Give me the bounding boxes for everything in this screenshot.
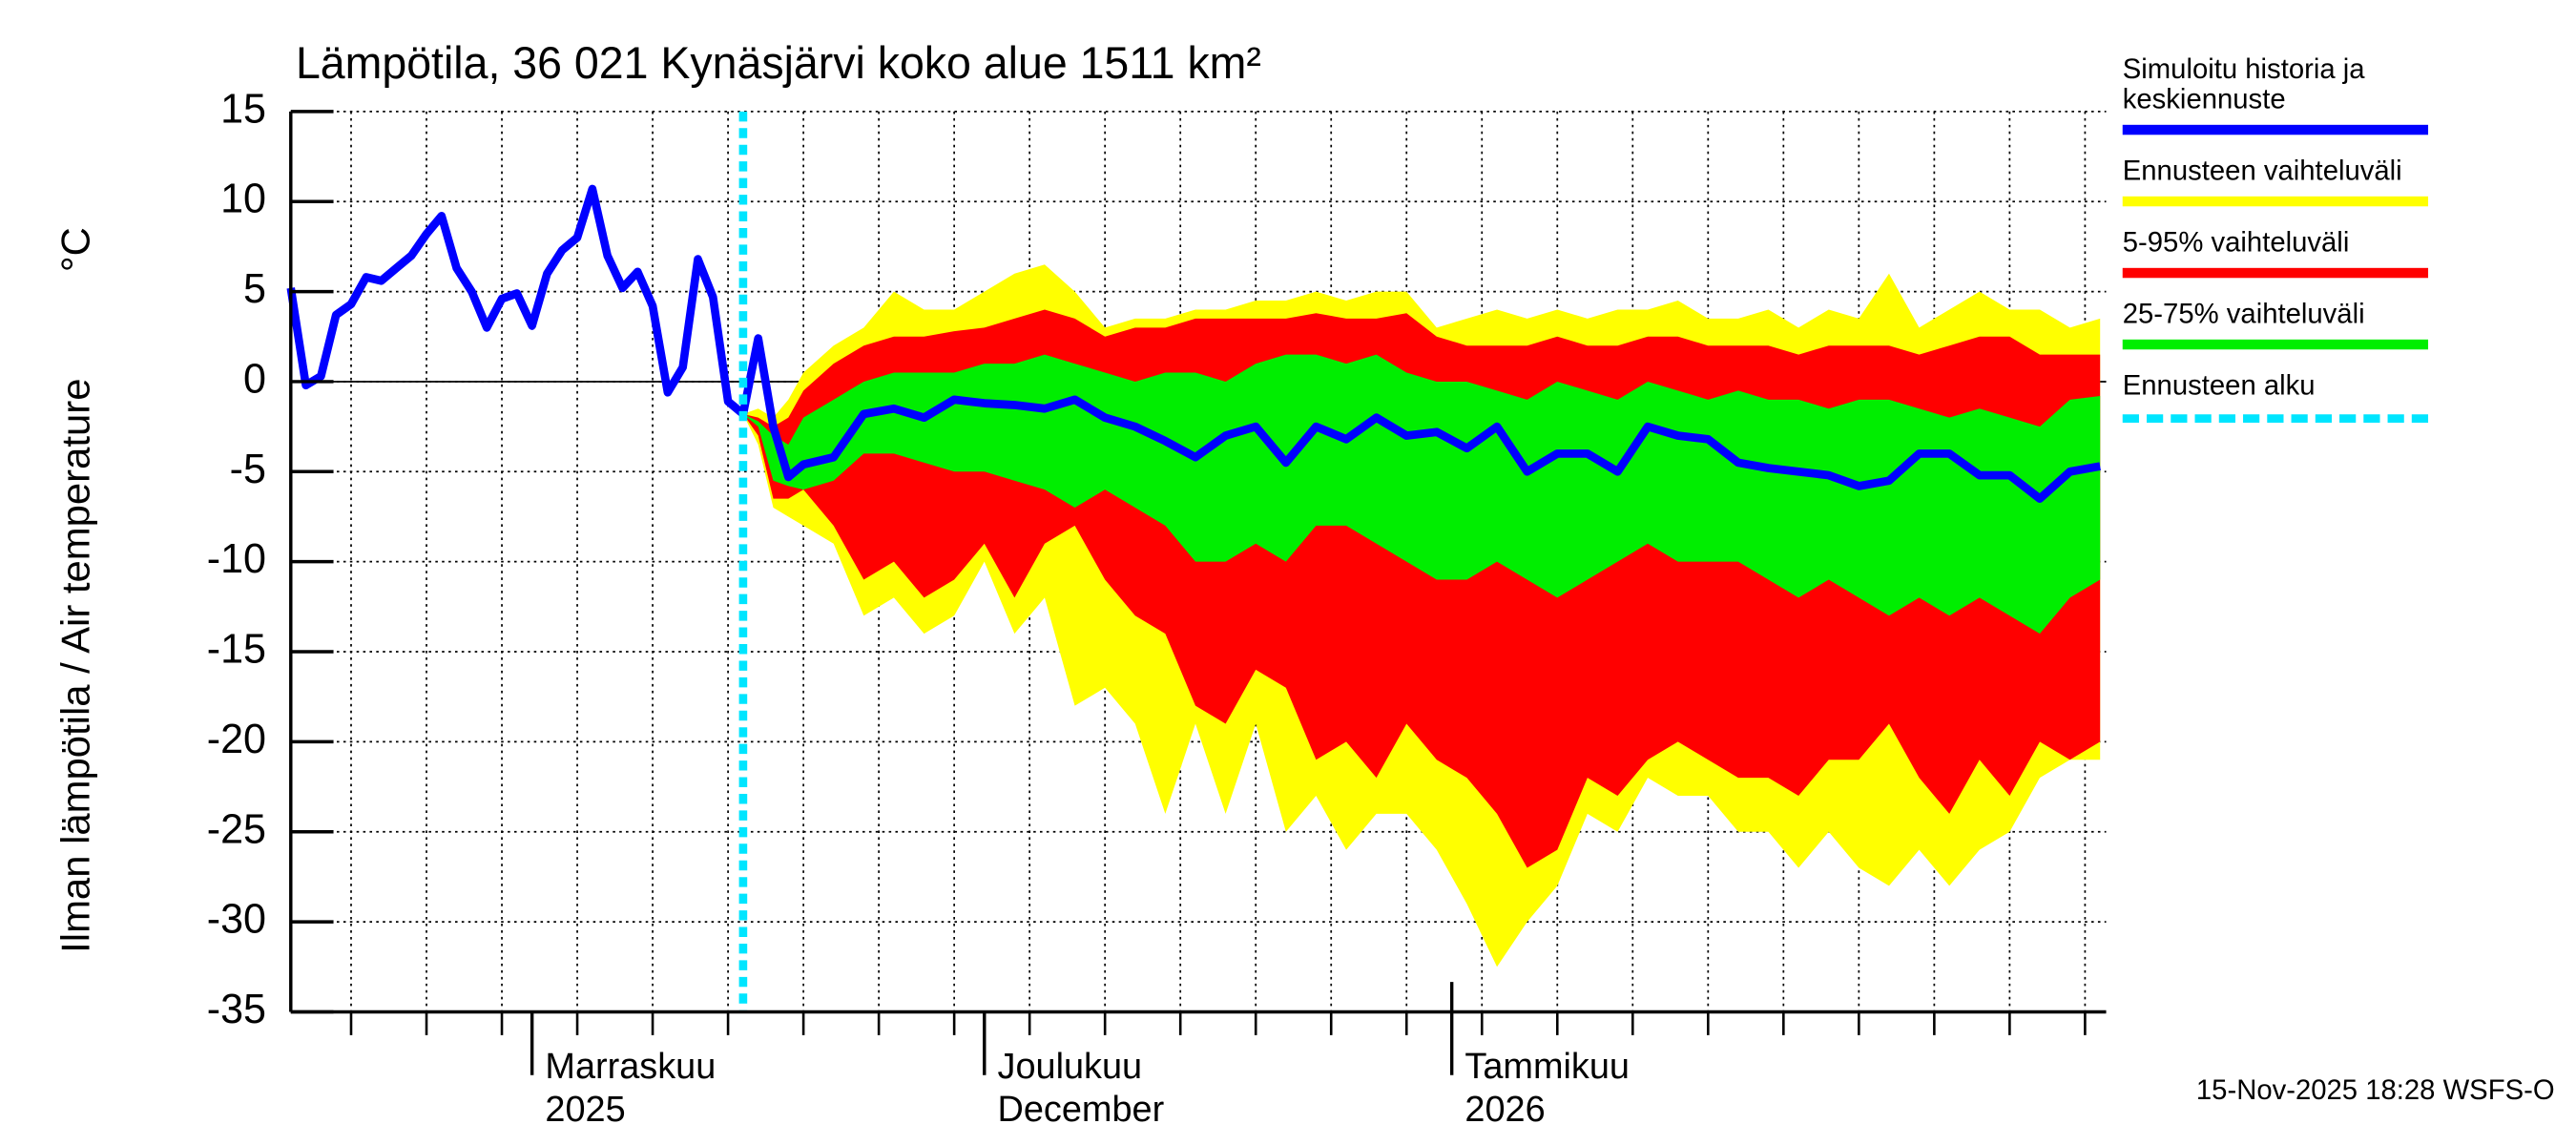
legend: Simuloitu historia ja keskiennuste Ennust… [2122,52,2429,445]
y-axis-unit: °C [53,227,98,272]
y-tick-label: 0 [243,356,266,402]
x-tick-label: 2026 [1465,1089,1545,1130]
legend-swatch [2122,414,2429,424]
chart-title: Lämpötila, 36 021 Kynäsjärvi koko alue 1… [296,38,1261,88]
y-tick-label: -10 [207,536,266,582]
x-tick-label: Tammikuu [1465,1046,1630,1087]
legend-label: 25-75% vaihteluväli [2122,298,2365,330]
legend-item: Simuloitu historia ja keskiennuste [2122,52,2429,135]
x-tick-label: Marraskuu [545,1046,716,1087]
y-tick-label: 15 [220,86,266,132]
x-tick-label: Joulukuu [998,1046,1143,1087]
legend-label: 5-95% vaihteluväli [2122,226,2350,259]
legend-item: 25-75% vaihteluväli [2122,298,2429,350]
legend-swatch [2122,267,2429,279]
legend-item: 5-95% vaihteluväli [2122,226,2429,279]
plot-layer [286,110,2107,1075]
legend-item: Ennusteen alku [2122,369,2429,424]
y-tick-label: -25 [207,806,266,852]
legend-swatch [2122,339,2429,350]
y-tick-label: 5 [243,266,266,312]
legend-label: Simuloitu historia ja keskiennuste [2122,52,2365,115]
legend-item: Ennusteen vaihteluväli [2122,155,2429,207]
legend-label: Ennusteen alku [2122,369,2316,402]
y-tick-label: -15 [207,626,266,672]
footer: 15-Nov-2025 18:28 WSFS-O [2196,1074,2555,1106]
y-tick-label: 10 [220,176,266,221]
band-area [742,354,2101,635]
x-tick-label: 2025 [545,1089,625,1130]
y-tick-label: -30 [207,896,266,942]
legend-swatch [2122,196,2429,207]
x-tick-label: December [998,1089,1165,1130]
legend-label: Ennusteen vaihteluväli [2122,155,2402,187]
y-tick-label: -35 [207,987,266,1032]
line [286,184,2101,503]
y-tick-label: -20 [207,717,266,762]
y-axis-label: Ilman lämpötila / Air temperature [53,378,98,952]
y-tick-label: -5 [230,447,266,492]
legend-swatch [2122,124,2429,135]
